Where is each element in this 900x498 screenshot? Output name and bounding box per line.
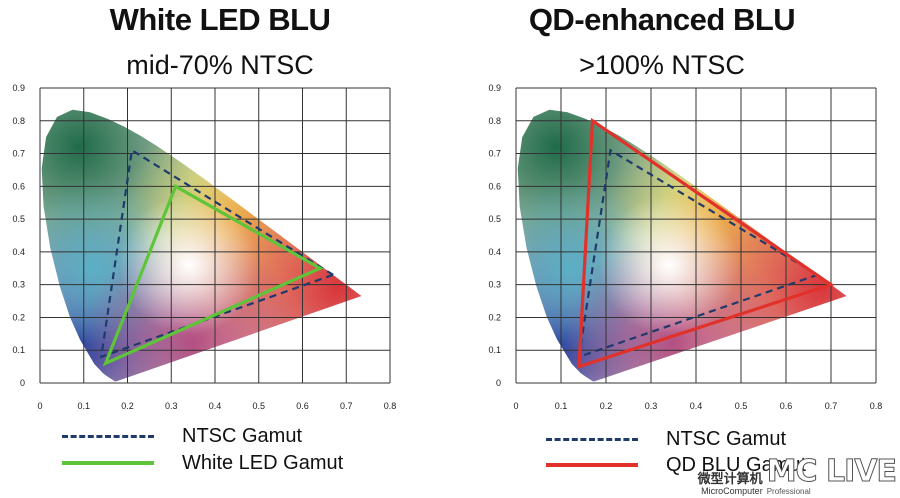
y-tick-label: 0.3 xyxy=(12,280,25,290)
x-tick-label: 0.6 xyxy=(780,401,793,411)
chart-subtitle: mid-70% NTSC xyxy=(126,50,314,80)
gamut-triangle-ntsc-gamut xyxy=(99,148,336,359)
x-tick-label: 0.6 xyxy=(296,401,309,411)
x-tick-label: 0.8 xyxy=(384,401,397,411)
y-tick-label: 0.6 xyxy=(12,181,25,191)
x-tick-label: 0.3 xyxy=(165,401,178,411)
watermark-sub: Professional xyxy=(766,487,811,496)
y-tick-label: 0.1 xyxy=(12,345,25,355)
watermark-logo: MC LIVE xyxy=(766,454,897,489)
x-tick-label: 0.1 xyxy=(555,401,568,411)
cie-chart: 0 0.1 0.2 0.3 0.4 0.5 0.6 0.7 0.8 0 0.1 0.2 0.3 0.4 0.… xyxy=(488,83,883,411)
horseshoe-color-layer xyxy=(517,109,847,382)
y-tick-label: 0.8 xyxy=(12,116,25,126)
cie-chart: 0 0.1 0.2 0.3 0.4 0.5 0.6 0.7 0.8 0 0.1 0.2 0.3 0.4 0.… xyxy=(12,83,397,411)
y-tick-label: 0.5 xyxy=(12,214,25,224)
grid xyxy=(515,87,877,384)
y-tick-label: 0.2 xyxy=(12,312,25,322)
x-tick-label: 0.7 xyxy=(340,401,353,411)
y-tick-label: 0.5 xyxy=(488,214,501,224)
cie-horseshoe xyxy=(41,109,362,382)
x-tick-label: 0 xyxy=(37,401,42,411)
chart-title: White LED BLU xyxy=(109,2,331,37)
watermark-logo-group: MC LIVE Professional xyxy=(766,454,897,496)
y-tick-label: 0.8 xyxy=(488,116,501,126)
x-tick-label: 0.2 xyxy=(600,401,613,411)
y-tick-label: 0 xyxy=(496,378,501,388)
x-tick-label: 0 xyxy=(513,401,518,411)
chart-subtitle: >100% NTSC xyxy=(579,50,745,80)
x-tick-label: 0.5 xyxy=(252,401,265,411)
y-tick-label: 0.7 xyxy=(488,149,501,159)
y-tick-label: 0.4 xyxy=(12,247,25,257)
gamut-triangle-white-led-gamut xyxy=(102,184,324,367)
x-tick-label: 0.3 xyxy=(645,401,658,411)
y-tick-label: 0.9 xyxy=(488,83,501,93)
gamut-triangle-qd-blu-gamut xyxy=(577,117,835,369)
x-tick-label: 0.2 xyxy=(121,401,134,411)
watermark: 微型计算机 MicroComputer MC LIVE Professional xyxy=(698,454,898,496)
x-tick-label: 0.8 xyxy=(870,401,883,411)
horseshoe-color-layer xyxy=(41,109,362,382)
y-tick-label: 0.7 xyxy=(12,149,25,159)
chart-panel-white-led: White LED BLU mid-70% NTSC 0 0.1 0.2 0.3 0.4… xyxy=(12,2,397,474)
watermark-text: 微型计算机 MicroComputer xyxy=(698,471,763,496)
x-tick-label: 0.7 xyxy=(825,401,838,411)
y-tick-label: 0.2 xyxy=(488,312,501,322)
y-tick-label: 0.3 xyxy=(488,280,501,290)
y-tick-label: 0.4 xyxy=(488,247,501,257)
watermark-chinese: 微型计算机 xyxy=(697,471,763,486)
y-tick-label: 0.6 xyxy=(488,181,501,191)
x-tick-label: 0.1 xyxy=(77,401,90,411)
y-tick-label: 0 xyxy=(20,378,25,388)
gamut-triangle-ntsc-gamut xyxy=(577,148,821,359)
cie-horseshoe xyxy=(517,109,847,382)
x-tick-label: 0.4 xyxy=(690,401,703,411)
chart-title: QD-enhanced BLU xyxy=(528,2,796,37)
chart-panel-qd: QD-enhanced BLU >100% NTSC 0 0.1 0.2 0.3 0.4… xyxy=(450,0,900,498)
y-tick-label: 0.9 xyxy=(12,83,25,93)
x-tick-label: 0.4 xyxy=(209,401,222,411)
y-tick-label: 0.1 xyxy=(488,345,501,355)
watermark-english: MicroComputer xyxy=(701,486,763,496)
x-tick-label: 0.5 xyxy=(735,401,748,411)
